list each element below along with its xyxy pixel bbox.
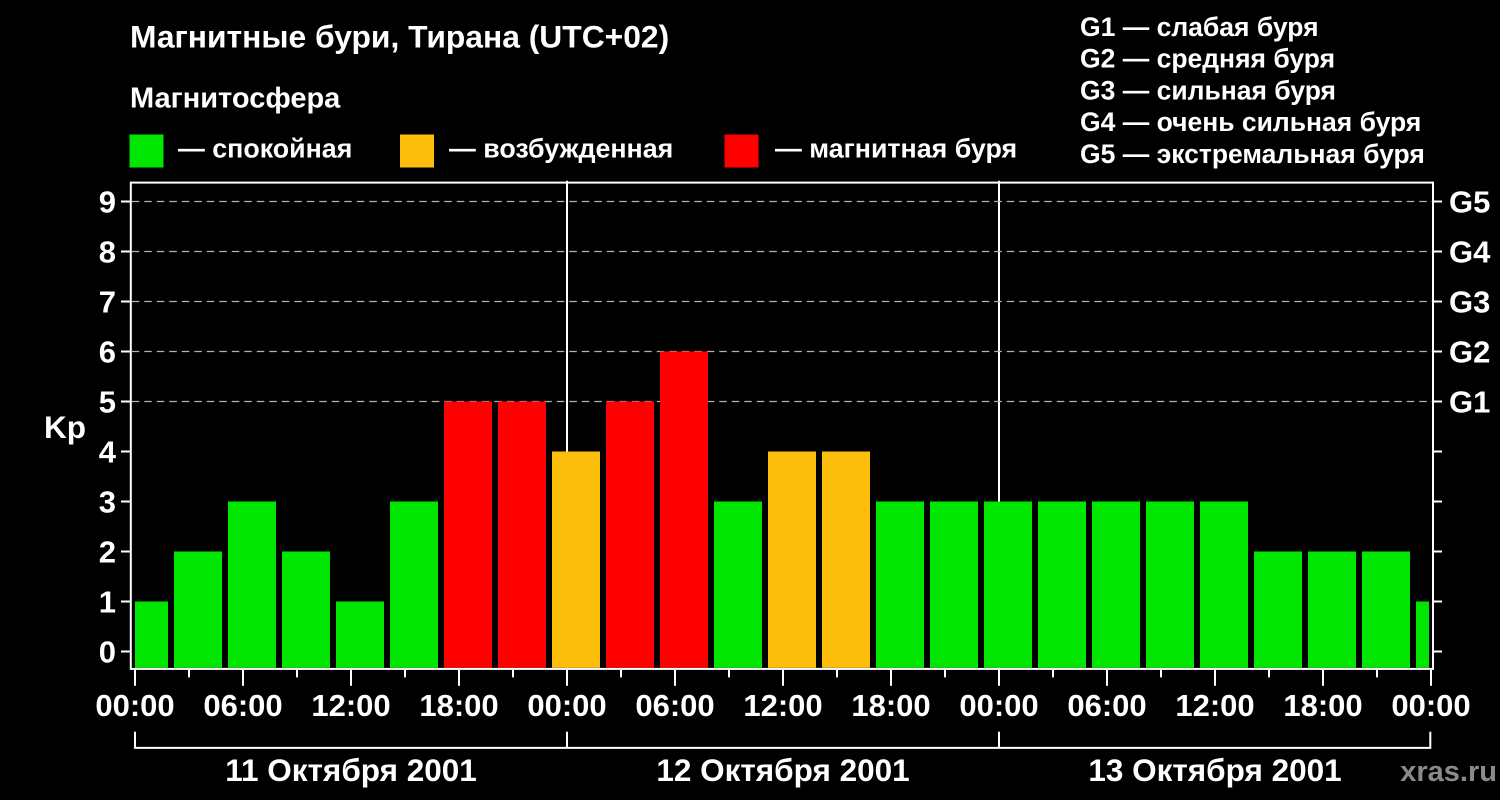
svg-text:8: 8: [99, 235, 116, 270]
svg-text:5: 5: [99, 385, 116, 420]
svg-text:06:00: 06:00: [635, 688, 714, 723]
svg-text:Магнитосфера: Магнитосфера: [130, 83, 341, 115]
svg-text:1: 1: [99, 585, 116, 620]
svg-text:xras.ru: xras.ru: [1400, 756, 1497, 788]
svg-text:18:00: 18:00: [419, 688, 498, 723]
svg-text:G5 — экстремальная буря: G5 — экстремальная буря: [1080, 139, 1425, 169]
svg-text:4: 4: [99, 435, 117, 470]
svg-text:18:00: 18:00: [1283, 688, 1362, 723]
svg-text:G4 — очень сильная буря: G4 — очень сильная буря: [1080, 107, 1421, 137]
svg-text:13 Октября 2001: 13 Октября 2001: [1088, 752, 1341, 788]
svg-text:G2: G2: [1449, 335, 1490, 370]
svg-text:00:00: 00:00: [959, 688, 1038, 723]
svg-text:6: 6: [99, 335, 116, 370]
svg-text:11 Октября 2001: 11 Октября 2001: [225, 752, 477, 788]
svg-text:— спокойная: — спокойная: [178, 134, 352, 164]
svg-text:Kp: Kp: [44, 409, 86, 445]
svg-text:G3: G3: [1449, 285, 1490, 320]
svg-text:9: 9: [99, 185, 116, 220]
svg-text:G5: G5: [1449, 185, 1490, 220]
svg-text:12 Октября 2001: 12 Октября 2001: [656, 752, 909, 788]
svg-text:00:00: 00:00: [527, 688, 606, 723]
svg-text:3: 3: [99, 485, 116, 520]
svg-text:18:00: 18:00: [851, 688, 930, 723]
svg-text:7: 7: [99, 285, 116, 320]
svg-text:G3 — сильная буря: G3 — сильная буря: [1080, 75, 1336, 105]
svg-text:— магнитная буря: — магнитная буря: [775, 134, 1017, 164]
svg-text:06:00: 06:00: [203, 688, 282, 723]
svg-text:00:00: 00:00: [1391, 688, 1470, 723]
svg-text:12:00: 12:00: [311, 688, 390, 723]
svg-text:0: 0: [99, 635, 116, 670]
svg-text:G1: G1: [1449, 385, 1490, 420]
svg-text:G1 — слабая буря: G1 — слабая буря: [1080, 12, 1319, 42]
svg-text:G4: G4: [1449, 235, 1491, 270]
svg-text:00:00: 00:00: [95, 688, 174, 723]
svg-text:12:00: 12:00: [743, 688, 822, 723]
svg-text:— возбужденная: — возбужденная: [449, 134, 673, 164]
svg-text:2: 2: [99, 535, 116, 570]
svg-text:G2 — средняя буря: G2 — средняя буря: [1080, 44, 1335, 74]
svg-text:Магнитные бури, Тирана (UTC+02: Магнитные бури, Тирана (UTC+02): [130, 19, 669, 55]
svg-text:12:00: 12:00: [1175, 688, 1254, 723]
svg-text:06:00: 06:00: [1067, 688, 1146, 723]
